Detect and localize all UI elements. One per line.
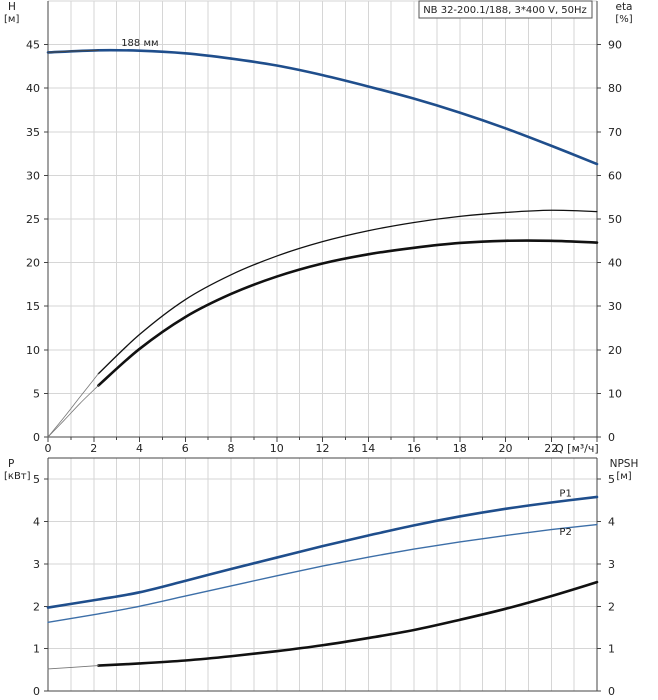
y-axis-title-right: eta xyxy=(615,1,632,13)
y-tick-label-right: 60 xyxy=(608,169,622,182)
series-line xyxy=(46,495,599,609)
y-axis-title-right: NPSH xyxy=(610,458,639,470)
chart-title-box xyxy=(418,0,593,19)
x-axis-title: Q [м³/ч] xyxy=(555,442,599,455)
y-tick-label-right: 70 xyxy=(608,126,622,139)
y-tick-label-right: 80 xyxy=(608,82,622,95)
y-tick-label-right: 0 xyxy=(608,685,615,698)
x-tick-label: 4 xyxy=(136,442,143,455)
y-tick-label-right: 4 xyxy=(608,516,615,529)
y-tick-label-right: 1 xyxy=(608,643,615,656)
series-line xyxy=(97,239,599,387)
series-line xyxy=(47,49,99,53)
y-axis-unit-left: [кВт] xyxy=(4,471,31,482)
x-tick-label: 22 xyxy=(544,442,558,455)
y-tick-label-right: 90 xyxy=(608,39,622,52)
y-tick-label-left: 35 xyxy=(26,126,40,139)
x-tick-label: 6 xyxy=(182,442,189,455)
series-label: P1 xyxy=(559,489,571,500)
y-tick-label-right: 30 xyxy=(608,300,622,313)
y-tick-label-left: 25 xyxy=(26,213,40,226)
y-tick-label-left: 2 xyxy=(33,600,40,613)
series-line xyxy=(47,373,99,438)
y-tick-label-right: 20 xyxy=(608,344,622,357)
y-tick-label-left: 40 xyxy=(26,82,40,95)
x-tick-label: 0 xyxy=(45,442,52,455)
y-tick-label-left: 4 xyxy=(33,516,40,529)
series-line xyxy=(97,580,599,667)
x-tick-label: 10 xyxy=(270,442,284,455)
y-tick-label-left: 15 xyxy=(26,300,40,313)
y-tick-label-left: 5 xyxy=(33,473,40,486)
chart-title: NB 32-200.1/188, 3*400 V, 50Hz xyxy=(423,5,587,16)
y-tick-label-left: 3 xyxy=(33,558,40,571)
y-tick-label-right: 40 xyxy=(608,257,622,270)
series-line xyxy=(47,665,99,670)
y-tick-label-right: 0 xyxy=(608,431,615,444)
y-tick-label-right: 50 xyxy=(608,213,622,226)
y-tick-label-left: 5 xyxy=(33,387,40,400)
y-tick-label-left: 0 xyxy=(33,685,40,698)
x-tick-label: 20 xyxy=(499,442,513,455)
y-axis-unit-left: [м] xyxy=(4,14,19,25)
series-line xyxy=(47,385,99,438)
y-tick-label-right: 5 xyxy=(608,473,615,486)
series-line xyxy=(47,523,598,624)
y-tick-label-left: 45 xyxy=(26,39,40,52)
x-tick-label: 18 xyxy=(453,442,467,455)
series-line xyxy=(46,48,599,166)
y-tick-label-left: 1 xyxy=(33,643,40,656)
y-axis-title-left: H xyxy=(8,1,16,13)
y-tick-label-left: 0 xyxy=(33,431,40,444)
y-axis-unit-right: [м] xyxy=(616,471,631,482)
x-tick-label: 12 xyxy=(316,442,330,455)
y-tick-label-left: 30 xyxy=(26,169,40,182)
y-tick-label-right: 10 xyxy=(608,387,622,400)
curve-annotation: 188 мм xyxy=(121,38,158,49)
y-tick-label-left: 10 xyxy=(26,344,40,357)
y-axis-title-left: P xyxy=(8,458,14,470)
series-line xyxy=(97,209,598,375)
x-tick-label: 2 xyxy=(90,442,97,455)
y-tick-label-right: 2 xyxy=(608,600,615,613)
x-tick-label: 14 xyxy=(361,442,375,455)
y-tick-label-left: 20 xyxy=(26,257,40,270)
y-tick-label-right: 3 xyxy=(608,558,615,571)
x-tick-label: 16 xyxy=(407,442,421,455)
y-axis-unit-right: [%] xyxy=(615,14,632,25)
series-label: P2 xyxy=(559,527,571,538)
x-tick-label: 8 xyxy=(228,442,235,455)
